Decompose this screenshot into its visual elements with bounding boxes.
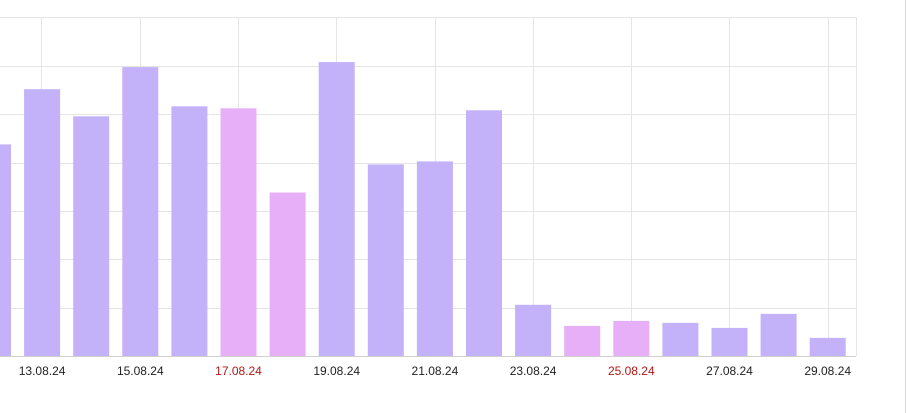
x-tick-label-17.08.24: 17.08.24 bbox=[215, 364, 262, 378]
bar-18.08.24[interactable] bbox=[269, 192, 306, 357]
bar-15.08.24[interactable] bbox=[122, 67, 159, 356]
x-tick-label-15.08.24: 15.08.24 bbox=[117, 364, 164, 378]
x-tick-label-13.08.24: 13.08.24 bbox=[19, 364, 66, 378]
bar-14.08.24[interactable] bbox=[73, 116, 110, 356]
bar-13.08.24[interactable] bbox=[24, 89, 61, 356]
bar-26.08.24[interactable] bbox=[662, 322, 699, 356]
x-tick-label-27.08.24: 27.08.24 bbox=[706, 364, 753, 378]
bar-23.08.24[interactable] bbox=[515, 304, 552, 356]
x-tick-label-21.08.24: 21.08.24 bbox=[412, 364, 459, 378]
bar-17.08.24[interactable] bbox=[220, 108, 257, 356]
bar-16.08.24[interactable] bbox=[171, 106, 208, 356]
bar-25.08.24[interactable] bbox=[613, 320, 650, 356]
bar-19.08.24[interactable] bbox=[318, 62, 355, 356]
bar-24.08.24[interactable] bbox=[564, 325, 601, 356]
x-tick-label-19.08.24: 19.08.24 bbox=[313, 364, 360, 378]
bar-28.08.24[interactable] bbox=[760, 313, 797, 356]
x-tick-label-23.08.24: 23.08.24 bbox=[510, 364, 557, 378]
x-tick-label-29.08.24: 29.08.24 bbox=[804, 364, 851, 378]
bar-20.08.24[interactable] bbox=[367, 164, 404, 356]
bar-29.08.24[interactable] bbox=[809, 337, 846, 356]
bar-22.08.24[interactable] bbox=[466, 110, 502, 356]
x-tick-label-25.08.24: 25.08.24 bbox=[608, 364, 655, 378]
bar-21.08.24[interactable] bbox=[416, 161, 453, 356]
bar-27.08.24[interactable] bbox=[711, 327, 748, 356]
bar-12.08.24[interactable] bbox=[0, 144, 11, 356]
